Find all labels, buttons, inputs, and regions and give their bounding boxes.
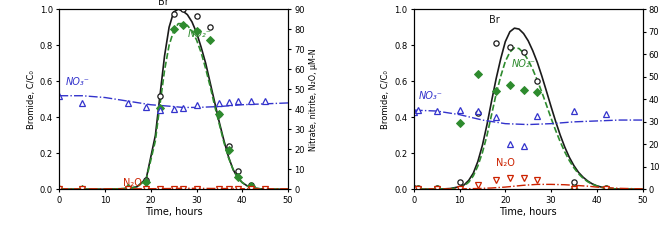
Y-axis label: Nitrate, nitrite, N₂O, μM-N: Nitrate, nitrite, N₂O, μM-N [309, 48, 318, 151]
Text: Br: Br [158, 0, 169, 7]
Y-axis label: Bromide, C/C₀: Bromide, C/C₀ [26, 70, 36, 129]
Text: NO₂⁻: NO₂⁻ [512, 59, 536, 69]
Text: NO₃⁻: NO₃⁻ [66, 77, 90, 87]
Text: Br: Br [489, 15, 500, 25]
X-axis label: Time, hours: Time, hours [145, 207, 202, 217]
Text: N₂O: N₂O [123, 178, 142, 188]
Text: NO₂⁻: NO₂⁻ [187, 29, 212, 39]
Y-axis label: Bromide, C/C₀: Bromide, C/C₀ [381, 70, 390, 129]
Text: NO₃⁻: NO₃⁻ [418, 91, 442, 101]
X-axis label: Time, hours: Time, hours [500, 207, 557, 217]
Text: N₂O: N₂O [496, 158, 515, 168]
